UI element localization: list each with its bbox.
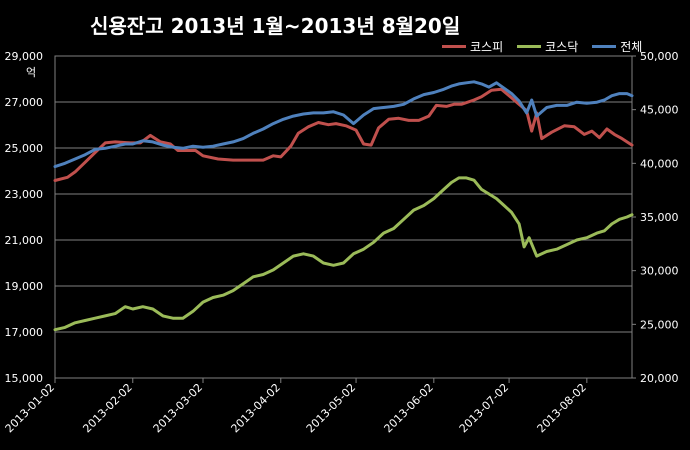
y-left-tick-label: 23,000 xyxy=(5,188,44,201)
legend-swatch-kospi xyxy=(442,45,466,48)
x-tick-label: 2013-08-02 xyxy=(535,381,589,435)
x-tick-label: 2013-03-02 xyxy=(151,381,205,435)
x-tick-label: 2013-01-02 xyxy=(3,381,57,435)
chart-title: 신용잔고 2013년 1월~2013년 8월20일 xyxy=(90,14,461,38)
y-right-tick-label: 45,000 xyxy=(640,104,679,117)
y-left-tick-label: 25,000 xyxy=(5,142,44,155)
x-tick-label: 2013-05-02 xyxy=(304,381,358,435)
x-tick-label: 2013-07-02 xyxy=(457,381,511,435)
legend-swatch-kosdaq xyxy=(517,45,542,48)
y-left-tick-label: 29,000 xyxy=(5,50,44,63)
x-tick-label: 2013-06-02 xyxy=(382,381,436,435)
y-right-tick-label: 35,000 xyxy=(640,211,679,224)
x-tick-label: 2013-04-02 xyxy=(229,381,283,435)
y-right-tick-label: 20,000 xyxy=(640,372,679,385)
y-left-tick-label: 15,000 xyxy=(5,372,44,385)
legend-label-kospi: 코스피 xyxy=(470,40,504,54)
series-line xyxy=(53,87,634,182)
y-left-tick-label: 17,000 xyxy=(5,326,44,339)
y-right-tick-label: 50,000 xyxy=(640,50,679,63)
left-axis-unit: 억 xyxy=(26,66,37,79)
legend-label-total: 전체 xyxy=(620,40,643,54)
series-line xyxy=(53,80,634,169)
legend: 코스피 코스닥 전체 xyxy=(442,38,642,55)
y-left-tick-label: 21,000 xyxy=(5,234,44,247)
y-left-tick-label: 27,000 xyxy=(5,96,44,109)
y-left-tick-label: 19,000 xyxy=(5,280,44,293)
legend-item-kosdaq: 코스닥 xyxy=(517,38,578,55)
plot-area xyxy=(54,55,633,379)
series-line xyxy=(53,176,634,332)
legend-item-kospi: 코스피 xyxy=(442,38,503,55)
x-tick-label: 2013-02-02 xyxy=(80,381,134,435)
legend-label-kosdaq: 코스닥 xyxy=(545,40,579,54)
y-right-tick-label: 25,000 xyxy=(640,318,679,331)
y-right-tick-label: 30,000 xyxy=(640,265,679,278)
y-right-tick-label: 40,000 xyxy=(640,157,679,170)
legend-item-total: 전체 xyxy=(592,38,642,55)
legend-swatch-total xyxy=(592,45,617,48)
